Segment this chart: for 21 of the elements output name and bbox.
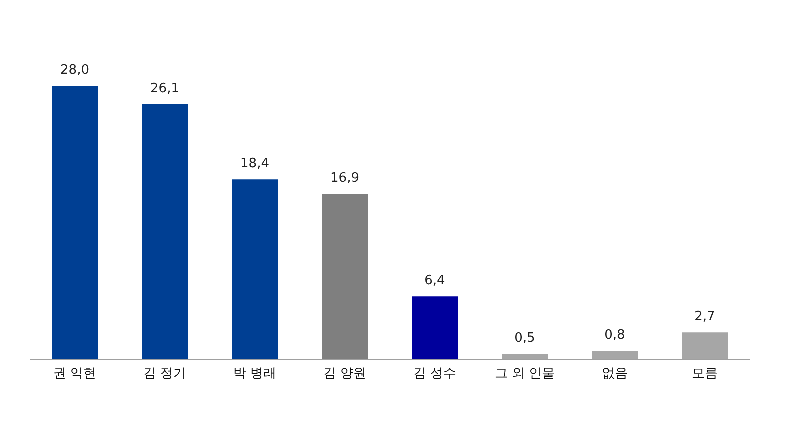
x-tick-label: 김 성수 [413,366,457,382]
bar [322,194,368,359]
x-tick-label: 권 익현 [53,366,97,382]
x-tick-label: 그 외 인물 [494,366,556,382]
data-label: 28,0 [60,63,90,78]
data-label: 18,4 [240,156,270,172]
bar [412,296,458,359]
data-label: 6,4 [424,274,446,289]
x-tick-label: 없음 [602,366,628,382]
x-tick-label: 박 병래 [233,366,277,382]
data-label: 0,8 [604,328,626,344]
data-label: 0,5 [514,331,536,346]
bar [142,104,188,359]
x-tick-label: 김 양원 [323,366,367,382]
x-tick-label: 모름 [692,366,718,382]
bar [52,86,98,359]
bar [232,180,278,359]
x-tick-label: 김 정기 [143,366,187,382]
data-label: 2,7 [694,310,716,325]
data-label: 26,1 [150,82,180,97]
data-label: 16,9 [330,171,360,186]
